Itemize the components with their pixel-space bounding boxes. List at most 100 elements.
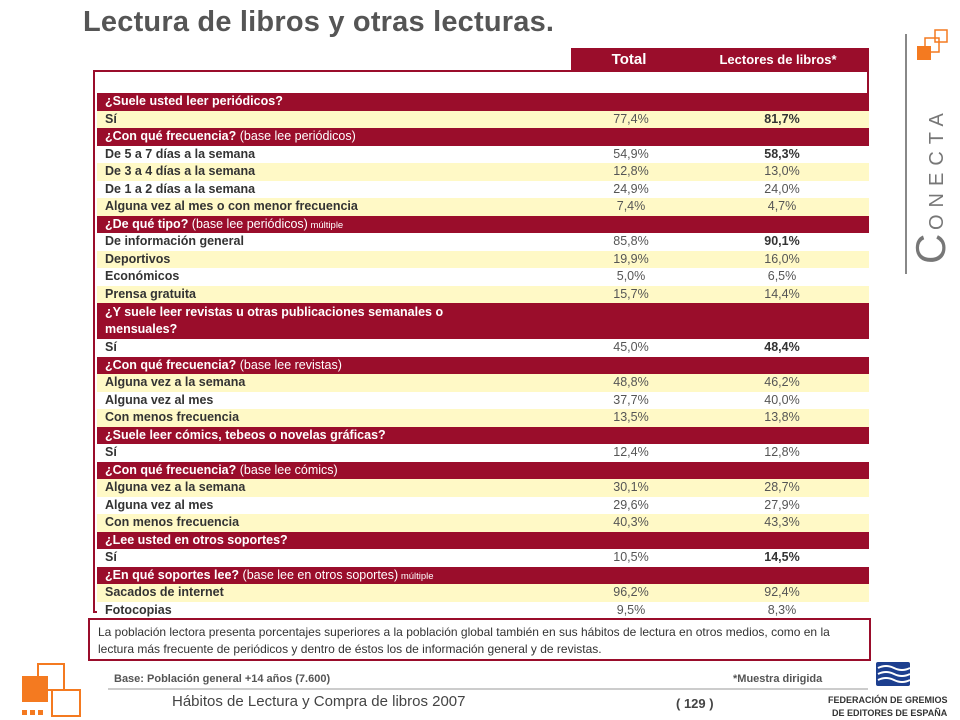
row-label: Con menos frecuencia xyxy=(105,410,240,424)
survey-table: Total Lectores de libros* ¿Suele usted l… xyxy=(93,48,869,619)
table-row: Sacados de internet 96,2% 92,4% xyxy=(97,584,869,602)
cell-lectores: 81,7% xyxy=(764,111,800,126)
cell-total: 96,2% xyxy=(613,585,649,599)
section-base: (base lee periódicos) xyxy=(236,129,356,143)
corner-dot xyxy=(22,710,27,715)
row-label: De 5 a 7 días a la semana xyxy=(105,146,256,161)
cell-total: 12,4% xyxy=(613,445,649,459)
table-row: Alguna vez a la semana 30,1% 28,7% xyxy=(97,479,869,497)
cell-lectores: 58,3% xyxy=(764,146,800,161)
corner-dot xyxy=(30,710,35,715)
cell-total: 7,4% xyxy=(616,199,646,213)
table-row: Con menos frecuencia 40,3% 43,3% xyxy=(97,514,869,532)
cell-lectores: 46,2% xyxy=(764,375,800,389)
column-header-total: Total xyxy=(571,48,687,70)
cell-lectores: 27,9% xyxy=(764,497,800,512)
section-label: ¿Lee usted en otros soportes? xyxy=(105,532,288,550)
row-label: Sí xyxy=(105,111,117,126)
table-row: Alguna vez a la semana 48,8% 46,2% xyxy=(97,374,869,392)
sample-note: *Muestra dirigida xyxy=(733,673,823,685)
federation-line2: DE EDITORES DE ESPAÑA xyxy=(832,708,948,718)
row-label: Alguna vez al mes xyxy=(105,392,214,407)
section-header: ¿Con qué frecuencia? (base lee cómics) xyxy=(97,461,869,479)
logo-letters: ONECTA xyxy=(926,106,948,230)
cell-total: 10,5% xyxy=(613,550,649,564)
logo-square-orange xyxy=(917,46,931,60)
cell-total: 12,8% xyxy=(613,164,649,178)
section-question: ¿Lee usted en otros soportes? xyxy=(105,532,288,547)
cell-lectores: 43,3% xyxy=(764,515,800,529)
cell-total: 19,9% xyxy=(613,251,649,266)
cell-total: 30,1% xyxy=(613,480,649,494)
section-question: ¿De qué tipo? xyxy=(105,216,189,231)
section-label: ¿De qué tipo? (base lee periódicos) múlt… xyxy=(105,216,343,235)
cell-total: 15,7% xyxy=(613,286,649,301)
section-label: ¿Y suele leer revistas u otras publicaci… xyxy=(105,304,443,338)
row-label: Deportivos xyxy=(105,251,171,266)
section-header: ¿Suele usted leer periódicos? xyxy=(97,93,869,111)
cell-lectores: 4,7% xyxy=(767,199,797,213)
section-header: ¿Con qué frecuencia? (base lee periódico… xyxy=(97,128,869,146)
cell-lectores: 16,0% xyxy=(764,251,800,266)
table-row: Prensa gratuita 15,7% 14,4% xyxy=(97,285,869,303)
cell-total: 37,7% xyxy=(613,392,649,407)
cell-total: 40,3% xyxy=(613,515,649,529)
section-question: ¿Con qué frecuencia? xyxy=(105,357,237,372)
cell-lectores: 92,4% xyxy=(764,585,800,599)
logo-letter-c: C xyxy=(907,234,954,264)
section-label: ¿Suele leer cómics, tebeos o novelas grá… xyxy=(105,427,386,445)
cell-total: 9,5% xyxy=(616,602,646,617)
footer-divider xyxy=(108,688,868,690)
table-row: Económicos 5,0% 6,5% xyxy=(97,268,869,286)
page-title: Lectura de libros y otras lecturas. xyxy=(83,6,555,38)
row-label: Alguna vez a la semana xyxy=(105,375,246,389)
federation-logo: FEDERACIÓN DE GREMIOS DE EDITORES DE ESP… xyxy=(828,662,948,718)
row-label: Sacados de internet xyxy=(105,585,224,599)
section-question: ¿Suele leer cómics, tebeos o novelas grá… xyxy=(105,427,386,442)
section-base: (base lee revistas) xyxy=(236,357,342,372)
row-label: Alguna vez al mes o con menor frecuencia xyxy=(105,199,358,213)
section-question: ¿Con qué frecuencia? xyxy=(105,129,237,143)
cell-total: 13,5% xyxy=(613,410,649,424)
cell-lectores: 12,8% xyxy=(764,445,800,459)
row-label: Prensa gratuita xyxy=(105,286,197,301)
section-header: ¿Suele leer cómics, tebeos o novelas grá… xyxy=(97,426,869,445)
cell-total: 54,9% xyxy=(613,146,649,161)
logo-square-outline-small xyxy=(934,29,948,43)
cell-lectores: 14,4% xyxy=(764,286,800,301)
section-question: ¿Con qué frecuencia? xyxy=(105,462,237,477)
cell-lectores: 14,5% xyxy=(764,550,800,564)
section-header: ¿De qué tipo? (base lee periódicos) múlt… xyxy=(97,215,869,235)
table-row: Con menos frecuencia 13,5% 13,8% xyxy=(97,409,869,427)
row-label: Alguna vez al mes xyxy=(105,497,214,512)
table-row: De información general 85,8% 90,1% xyxy=(97,233,869,251)
cell-lectores: 40,0% xyxy=(764,392,800,407)
section-question-cont: mensuales? xyxy=(105,322,178,336)
table-row: Fotocopias 9,5% 8,3% xyxy=(97,601,869,619)
cell-total: 24,9% xyxy=(613,181,649,196)
section-base: (base lee cómics) xyxy=(236,462,338,477)
footer-title: Hábitos de Lectura y Compra de libros 20… xyxy=(172,693,466,710)
table-row: De 5 a 7 días a la semana 54,9% 58,3% xyxy=(97,145,869,163)
row-label: De 1 a 2 días a la semana xyxy=(105,181,256,196)
section-question: ¿En qué soportes lee? xyxy=(105,567,240,582)
section-question: ¿Suele usted leer periódicos? xyxy=(105,94,283,108)
row-label: Económicos xyxy=(105,269,180,283)
cell-lectores: 48,4% xyxy=(764,340,800,354)
cell-lectores: 6,5% xyxy=(767,269,797,283)
conecta-logo: C ONECTA xyxy=(907,29,954,264)
cell-total: 29,6% xyxy=(613,497,649,512)
section-question: ¿Y suele leer revistas u otras publicaci… xyxy=(105,305,444,319)
table-row: Sí 12,4% 12,8% xyxy=(97,444,869,462)
corner-square-outline-2 xyxy=(51,689,81,717)
table-row: Alguna vez al mes 37,7% 40,0% xyxy=(97,391,869,409)
table-body: ¿Suele usted leer periódicos? Sí 77,4% 81,7… xyxy=(93,70,869,619)
section-header: ¿En qué soportes lee? (base lee en otros… xyxy=(97,566,869,584)
section-multiple: múltiple xyxy=(307,219,344,231)
corner-dot xyxy=(38,710,43,715)
federation-emblem xyxy=(876,662,911,686)
section-header: ¿Con qué frecuencia? (base lee revistas) xyxy=(97,356,869,374)
row-label: Fotocopias xyxy=(105,602,172,617)
cell-lectores: 13,8% xyxy=(764,410,800,424)
table-row: De 3 a 4 días a la semana 12,8% 13,0% xyxy=(97,163,869,181)
